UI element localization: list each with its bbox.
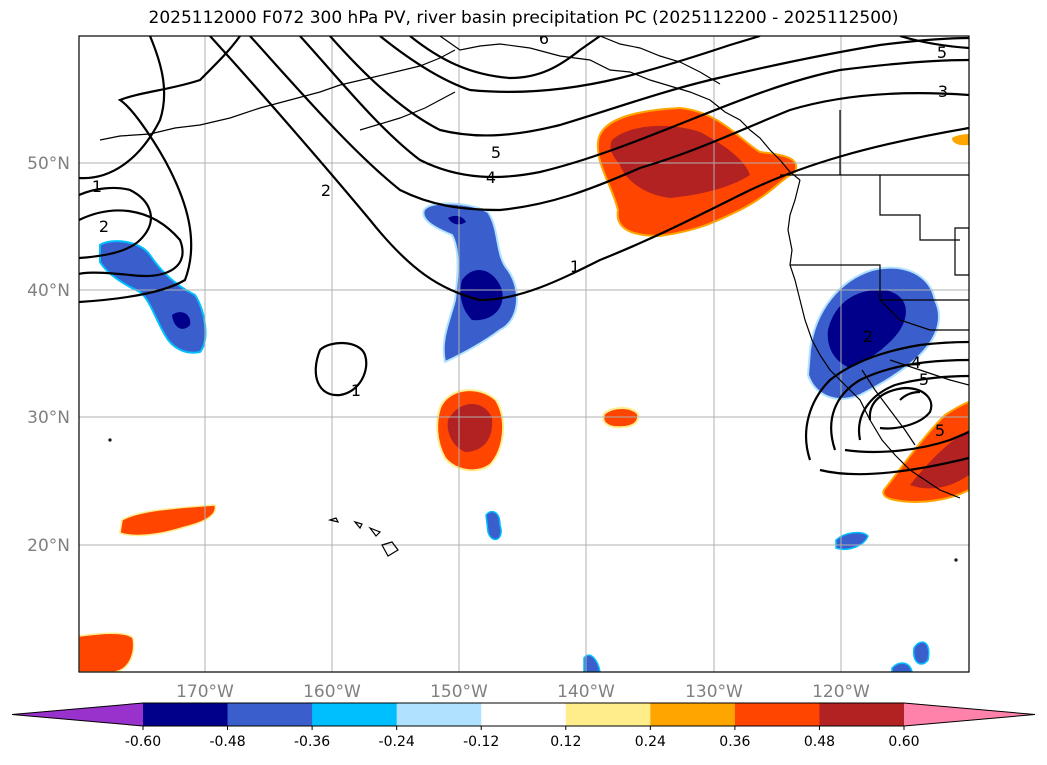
precip-blob-negative-core	[460, 269, 503, 321]
colorbar	[11, 702, 1036, 730]
colorbar-segment	[734, 703, 820, 726]
colorbar-segment	[819, 703, 905, 726]
colorbar-tick-labels: -0.60 -0.48 -0.36 -0.24 -0.12 0.12 0.24 0.36 0.4…	[125, 734, 920, 750]
colorbar-tick-label: -0.36	[294, 734, 330, 750]
lon-tick-label: 170°W	[176, 682, 234, 702]
contour-label: 5	[491, 143, 501, 162]
colorbar-tick-label: 0.24	[635, 734, 666, 750]
colorbar-segment	[312, 703, 398, 726]
lon-tick-label: 150°W	[430, 682, 488, 702]
contour-label: 6	[539, 29, 549, 48]
pv-contour-labels: 1 2 5 4 2 1 1 5 3 5 4 2 5 6	[92, 29, 948, 440]
map-frame	[78, 35, 970, 673]
precip-blob-positive	[602, 407, 640, 429]
colorbar-tick-label: -0.48	[209, 734, 245, 750]
colorbar-tick-label: -0.12	[463, 734, 499, 750]
colorbar-tick-label: 0.12	[550, 734, 581, 750]
colorbar-segment	[143, 703, 229, 726]
contour-label: 1	[351, 381, 361, 400]
colorbar-segment	[565, 703, 651, 726]
contour-label: 5	[935, 421, 945, 440]
contour-label: 4	[911, 353, 921, 372]
lon-tick-label: 160°W	[303, 682, 361, 702]
coastlines	[99, 36, 969, 562]
contour-label: 5	[919, 370, 929, 389]
colorbar-tick-label: -0.24	[379, 734, 415, 750]
lat-tick-label: 20°N	[27, 536, 70, 556]
colorbar-extend-max	[904, 703, 1035, 726]
colorbar-segment	[396, 703, 482, 726]
contour-label: 1	[92, 177, 102, 196]
lat-tick-label: 50°N	[27, 154, 70, 174]
colorbar-tick-label: -0.60	[125, 734, 161, 750]
contour-label: 1	[570, 257, 580, 276]
contour-label: 2	[863, 327, 873, 346]
colorbar-tick-label: 0.60	[888, 734, 919, 750]
colorbar-extend-min	[12, 703, 143, 726]
lon-ticks: 170°W 160°W 150°W 140°W 130°W 120°W	[176, 682, 870, 702]
colorbar-segment	[650, 703, 736, 726]
colorbar-tick-label: 0.48	[804, 734, 835, 750]
lon-tick-label: 120°W	[812, 682, 870, 702]
lat-ticks: 50°N 40°N 30°N 20°N	[27, 154, 70, 556]
contour-label: 2	[99, 217, 109, 236]
colorbar-segment	[227, 703, 313, 726]
precip-blob-positive	[119, 504, 217, 537]
colorbar-segment	[481, 703, 567, 726]
lon-tick-label: 140°W	[557, 682, 615, 702]
lat-tick-label: 40°N	[27, 281, 70, 301]
colorbar-tick-label: 0.36	[719, 734, 750, 750]
contour-label: 3	[938, 82, 948, 101]
precip-blob-positive	[79, 632, 135, 672]
pv-contours	[79, 36, 969, 476]
contour-label: 4	[486, 168, 496, 187]
gridlines	[79, 36, 969, 672]
contour-label: 5	[937, 43, 947, 62]
map-title: 2025112000 F072 300 hPa PV, river basin …	[148, 8, 899, 28]
lon-tick-label: 130°W	[685, 682, 743, 702]
precip-blob-positive-core	[610, 125, 750, 198]
contour-label: 2	[321, 181, 331, 200]
lat-tick-label: 30°N	[27, 408, 70, 428]
